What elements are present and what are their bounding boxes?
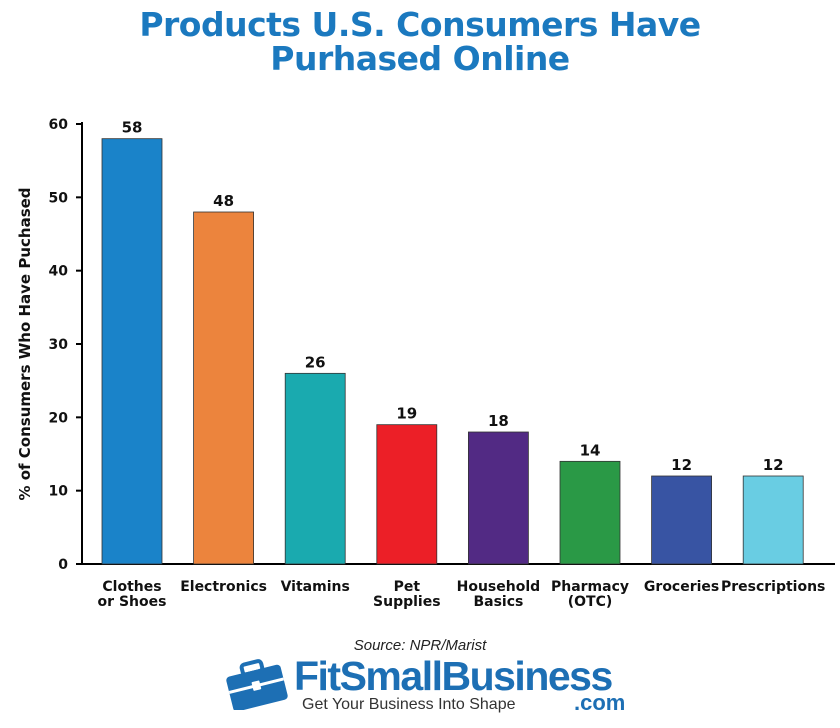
chart-title: Products U.S. Consumers Have Purhased On… — [0, 8, 840, 76]
brand-name: FitSmallBusiness — [294, 653, 613, 699]
bar — [284, 372, 346, 565]
data-label: 19 — [396, 405, 417, 423]
y-tick-label: 10 — [49, 484, 69, 500]
y-tick-label: 50 — [49, 190, 69, 206]
brand-tagline: Get Your Business Into Shape — [302, 696, 516, 713]
data-label: 58 — [122, 119, 143, 137]
x-tick-label-line: Pharmacy — [551, 579, 629, 595]
bar — [376, 424, 438, 565]
y-tick-label: 60 — [49, 117, 69, 133]
data-label: 12 — [671, 456, 692, 474]
x-tick-label: Pharmacy (OTC) — [551, 579, 629, 610]
data-label: 48 — [213, 192, 234, 210]
x-tick-label: Pet Supplies — [373, 579, 441, 610]
bar-chart: 0 10 20 30 40 50 60 % of Consumers Who Have Puc… — [16, 117, 835, 610]
data-label: 14 — [580, 441, 601, 459]
chart-title-line-1: Products U.S. Consumers Have — [139, 5, 701, 44]
bar — [651, 475, 712, 565]
chart-title-line-2: Purhased Online — [270, 39, 570, 78]
bar — [742, 475, 804, 565]
y-tick-label: 20 — [49, 410, 69, 426]
data-label: 18 — [488, 412, 509, 430]
y-tick-label: 30 — [49, 337, 69, 353]
y-tick-label: 40 — [49, 264, 69, 280]
x-tick-label: Vitamins — [281, 579, 350, 595]
x-tick-label-line: or Shoes — [98, 594, 167, 610]
bar — [193, 211, 255, 565]
x-tick-label: Clothes or Shoes — [98, 579, 167, 610]
x-tick-label-line: Pet — [394, 579, 421, 595]
bar — [559, 460, 621, 565]
x-tick-label-line: Vitamins — [281, 579, 350, 595]
x-tick-label-line: Electronics — [180, 579, 267, 595]
briefcase-icon — [226, 659, 288, 710]
x-tick-label: Household Basics — [457, 579, 541, 610]
data-label: 26 — [305, 353, 326, 371]
x-tick-label-line: Groceries — [644, 579, 719, 595]
x-tick-label-line: Supplies — [373, 594, 441, 610]
x-tick-label: Electronics — [180, 579, 267, 595]
x-tick-label-line: Household — [457, 579, 541, 595]
x-tick-label: Prescriptions — [721, 579, 825, 595]
x-tick-label-line: Basics — [473, 594, 523, 610]
brand-logo: FitSmallBusiness Get Your Business Into … — [222, 652, 626, 722]
bar — [101, 138, 163, 565]
data-label: 12 — [763, 456, 784, 474]
x-tick-label-line: Prescriptions — [721, 579, 825, 595]
x-tick-label-line: Clothes — [102, 579, 161, 595]
brand-domain: .com — [574, 690, 626, 715]
x-tick-label-line: (OTC) — [568, 594, 613, 610]
x-tick-label: Groceries — [644, 579, 719, 595]
bar — [467, 431, 529, 565]
y-tick-label: 0 — [58, 557, 68, 573]
y-axis-label: % of Consumers Who Have Puchased — [16, 187, 34, 500]
source-note: Source: NPR/Marist — [353, 637, 487, 654]
